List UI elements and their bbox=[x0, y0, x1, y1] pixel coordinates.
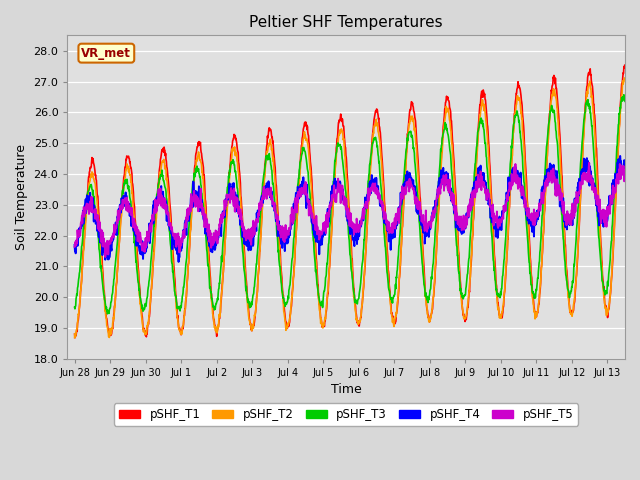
pSHF_T4 bbox=[175, 259, 182, 265]
Line: pSHF_T3: pSHF_T3 bbox=[75, 95, 625, 314]
pSHF_T4 bbox=[548, 165, 556, 170]
pSHF_T4 bbox=[616, 153, 624, 159]
pSHF_T5 bbox=[71, 244, 79, 250]
pSHF_T2 bbox=[487, 197, 495, 203]
pSHF_T2 bbox=[230, 145, 237, 151]
pSHF_T3 bbox=[230, 158, 237, 164]
pSHF_T4 bbox=[280, 237, 287, 243]
pSHF_T5 bbox=[621, 168, 629, 174]
pSHF_T1 bbox=[548, 83, 556, 88]
pSHF_T5 bbox=[488, 207, 495, 213]
pSHF_T3 bbox=[180, 281, 188, 287]
pSHF_T3 bbox=[620, 92, 628, 97]
X-axis label: Time: Time bbox=[331, 384, 362, 396]
pSHF_T3 bbox=[548, 106, 556, 111]
pSHF_T1 bbox=[280, 300, 287, 306]
pSHF_T2 bbox=[180, 316, 188, 322]
pSHF_T2 bbox=[548, 92, 556, 98]
Text: VR_met: VR_met bbox=[81, 47, 131, 60]
pSHF_T2 bbox=[280, 300, 287, 306]
Title: Peltier SHF Temperatures: Peltier SHF Temperatures bbox=[250, 15, 443, 30]
pSHF_T4 bbox=[230, 180, 237, 186]
pSHF_T3 bbox=[621, 98, 629, 104]
pSHF_T4 bbox=[488, 209, 495, 215]
pSHF_T2 bbox=[170, 267, 177, 273]
pSHF_T1 bbox=[71, 331, 79, 337]
pSHF_T4 bbox=[180, 235, 188, 240]
pSHF_T5 bbox=[585, 160, 593, 166]
Legend: pSHF_T1, pSHF_T2, pSHF_T3, pSHF_T4, pSHF_T5: pSHF_T1, pSHF_T2, pSHF_T3, pSHF_T4, pSHF… bbox=[114, 403, 579, 426]
pSHF_T1 bbox=[230, 135, 237, 141]
pSHF_T5 bbox=[180, 232, 188, 238]
pSHF_T3 bbox=[488, 228, 495, 234]
Line: pSHF_T4: pSHF_T4 bbox=[75, 156, 625, 262]
pSHF_T3 bbox=[280, 295, 287, 301]
pSHF_T1 bbox=[488, 193, 495, 199]
pSHF_T1 bbox=[621, 62, 629, 68]
Y-axis label: Soil Temperature: Soil Temperature bbox=[15, 144, 28, 250]
pSHF_T1 bbox=[180, 312, 188, 318]
pSHF_T1 bbox=[621, 62, 628, 68]
pSHF_T5 bbox=[230, 203, 237, 209]
pSHF_T5 bbox=[280, 225, 287, 231]
pSHF_T4 bbox=[621, 161, 629, 167]
pSHF_T3 bbox=[71, 304, 79, 310]
pSHF_T4 bbox=[170, 238, 177, 244]
pSHF_T5 bbox=[102, 254, 109, 260]
pSHF_T2 bbox=[621, 76, 629, 82]
pSHF_T3 bbox=[170, 277, 178, 283]
pSHF_T2 bbox=[621, 75, 628, 81]
pSHF_T4 bbox=[71, 242, 79, 248]
Line: pSHF_T5: pSHF_T5 bbox=[75, 163, 625, 257]
pSHF_T5 bbox=[548, 179, 556, 184]
pSHF_T3 bbox=[104, 311, 111, 317]
pSHF_T1 bbox=[170, 263, 178, 269]
Line: pSHF_T1: pSHF_T1 bbox=[75, 65, 625, 338]
pSHF_T2 bbox=[71, 335, 79, 340]
Line: pSHF_T2: pSHF_T2 bbox=[75, 78, 625, 337]
pSHF_T1 bbox=[71, 335, 79, 341]
pSHF_T5 bbox=[170, 231, 178, 237]
